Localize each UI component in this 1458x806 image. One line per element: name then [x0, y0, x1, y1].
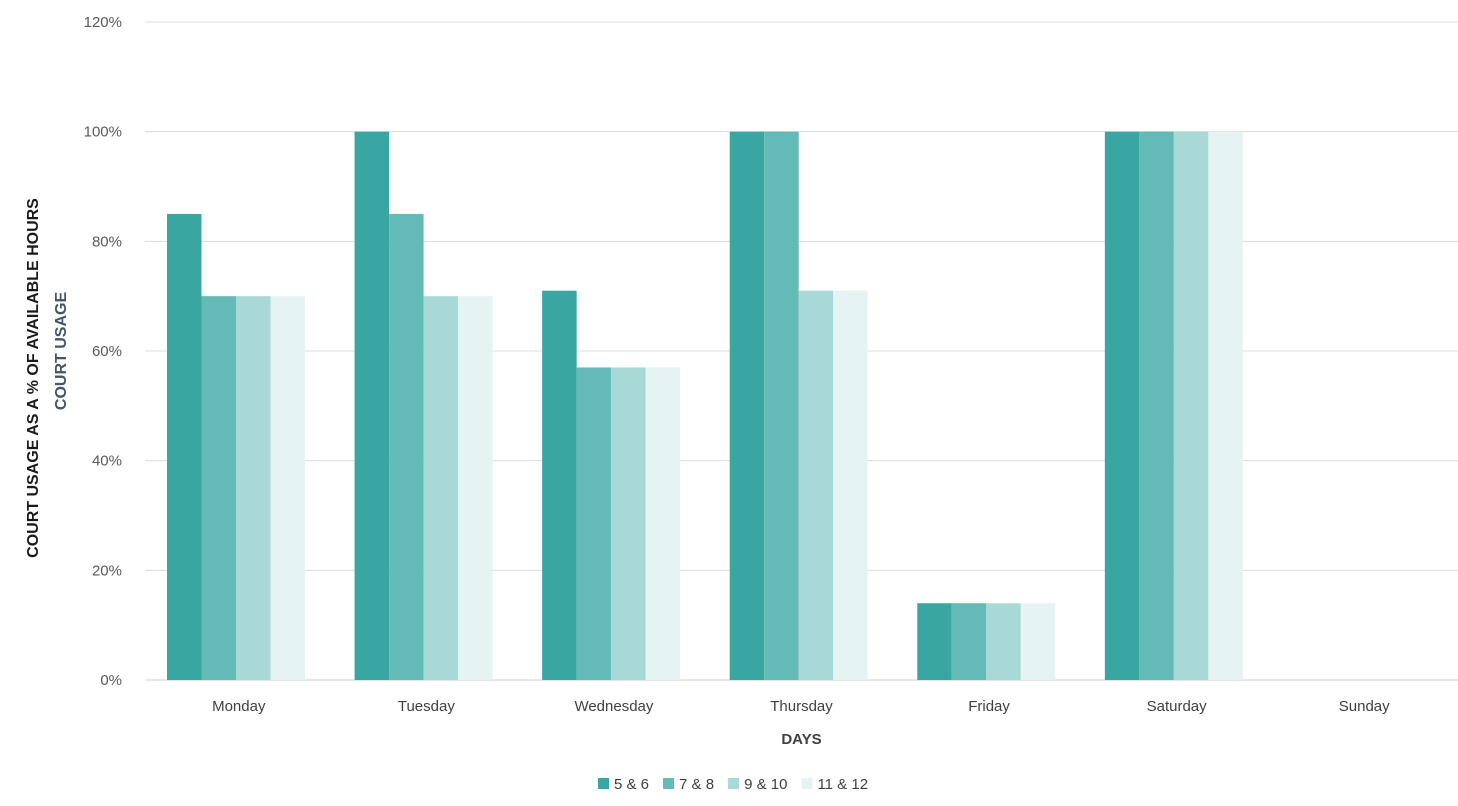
y-axis-title: COURT USAGE AS A % OF AVAILABLE HOURS: [25, 198, 42, 558]
y-tick-label: 40%: [92, 453, 122, 470]
bar-monday-series-3: [236, 296, 271, 680]
y-axis-subtitle: COURT USAGE: [53, 292, 70, 411]
bar-monday-series-4: [270, 296, 305, 680]
legend-label: 7 & 8: [679, 776, 714, 793]
bar-wednesday-series-2: [576, 367, 612, 680]
x-tick-label: Wednesday: [574, 698, 653, 715]
bar-tuesday-series-4: [458, 296, 493, 680]
bar-tuesday-series-2: [389, 213, 424, 680]
bar-saturday-series-3: [1173, 131, 1209, 680]
bar-saturday-series-2: [1139, 131, 1174, 680]
bar-thursday-series-2: [764, 131, 799, 680]
x-tick-label: Tuesday: [398, 698, 455, 715]
bar-saturday-series-1: [1104, 131, 1140, 680]
y-tick-label: 0%: [100, 672, 122, 689]
bar-tuesday-series-1: [354, 131, 390, 680]
y-tick-label: 80%: [92, 233, 122, 250]
x-axis-ticks: Monday Tuesday Wednesday Thursday Friday Satu…: [212, 698, 1390, 715]
bars: [167, 131, 1243, 680]
legend-label: 11 & 12: [817, 776, 868, 793]
legend-swatch: [728, 778, 740, 789]
legend: 5 & 6 7 & 8 9 & 10 11 & 12: [598, 776, 868, 793]
bar-monday-series-1: [167, 213, 202, 680]
bar-friday-series-2: [951, 603, 987, 680]
legend-swatch: [801, 778, 813, 789]
bar-friday-series-4: [1020, 603, 1056, 680]
bar-wednesday-series-1: [542, 290, 577, 680]
x-tick-label: Saturday: [1147, 698, 1208, 715]
x-tick-label: Sunday: [1339, 698, 1390, 715]
bar-thursday-series-3: [798, 290, 834, 680]
bar-friday-series-3: [986, 603, 1021, 680]
y-tick-label: 20%: [92, 562, 122, 579]
bar-wednesday-series-3: [611, 367, 646, 680]
bar-saturday-series-4: [1208, 131, 1243, 680]
x-tick-label: Friday: [968, 698, 1010, 715]
bar-friday-series-1: [917, 603, 952, 680]
x-tick-label: Thursday: [770, 698, 833, 715]
y-axis-ticks: 0% 20% 40% 60% 80% 100% 120%: [84, 14, 122, 689]
bar-thursday-series-4: [833, 290, 868, 680]
bar-thursday-series-1: [729, 131, 765, 680]
y-tick-label: 100%: [84, 124, 122, 141]
x-axis-title: DAYS: [781, 731, 821, 748]
legend-swatch: [663, 778, 675, 789]
legend-label: 5 & 6: [614, 776, 649, 793]
y-tick-label: 120%: [84, 14, 122, 31]
legend-label: 9 & 10: [744, 776, 787, 793]
y-tick-label: 60%: [92, 343, 122, 360]
legend-swatch: [598, 778, 609, 789]
bar-wednesday-series-4: [645, 367, 681, 680]
bar-tuesday-series-3: [423, 296, 459, 680]
bar-monday-series-2: [201, 296, 236, 680]
x-tick-label: Monday: [212, 698, 266, 715]
